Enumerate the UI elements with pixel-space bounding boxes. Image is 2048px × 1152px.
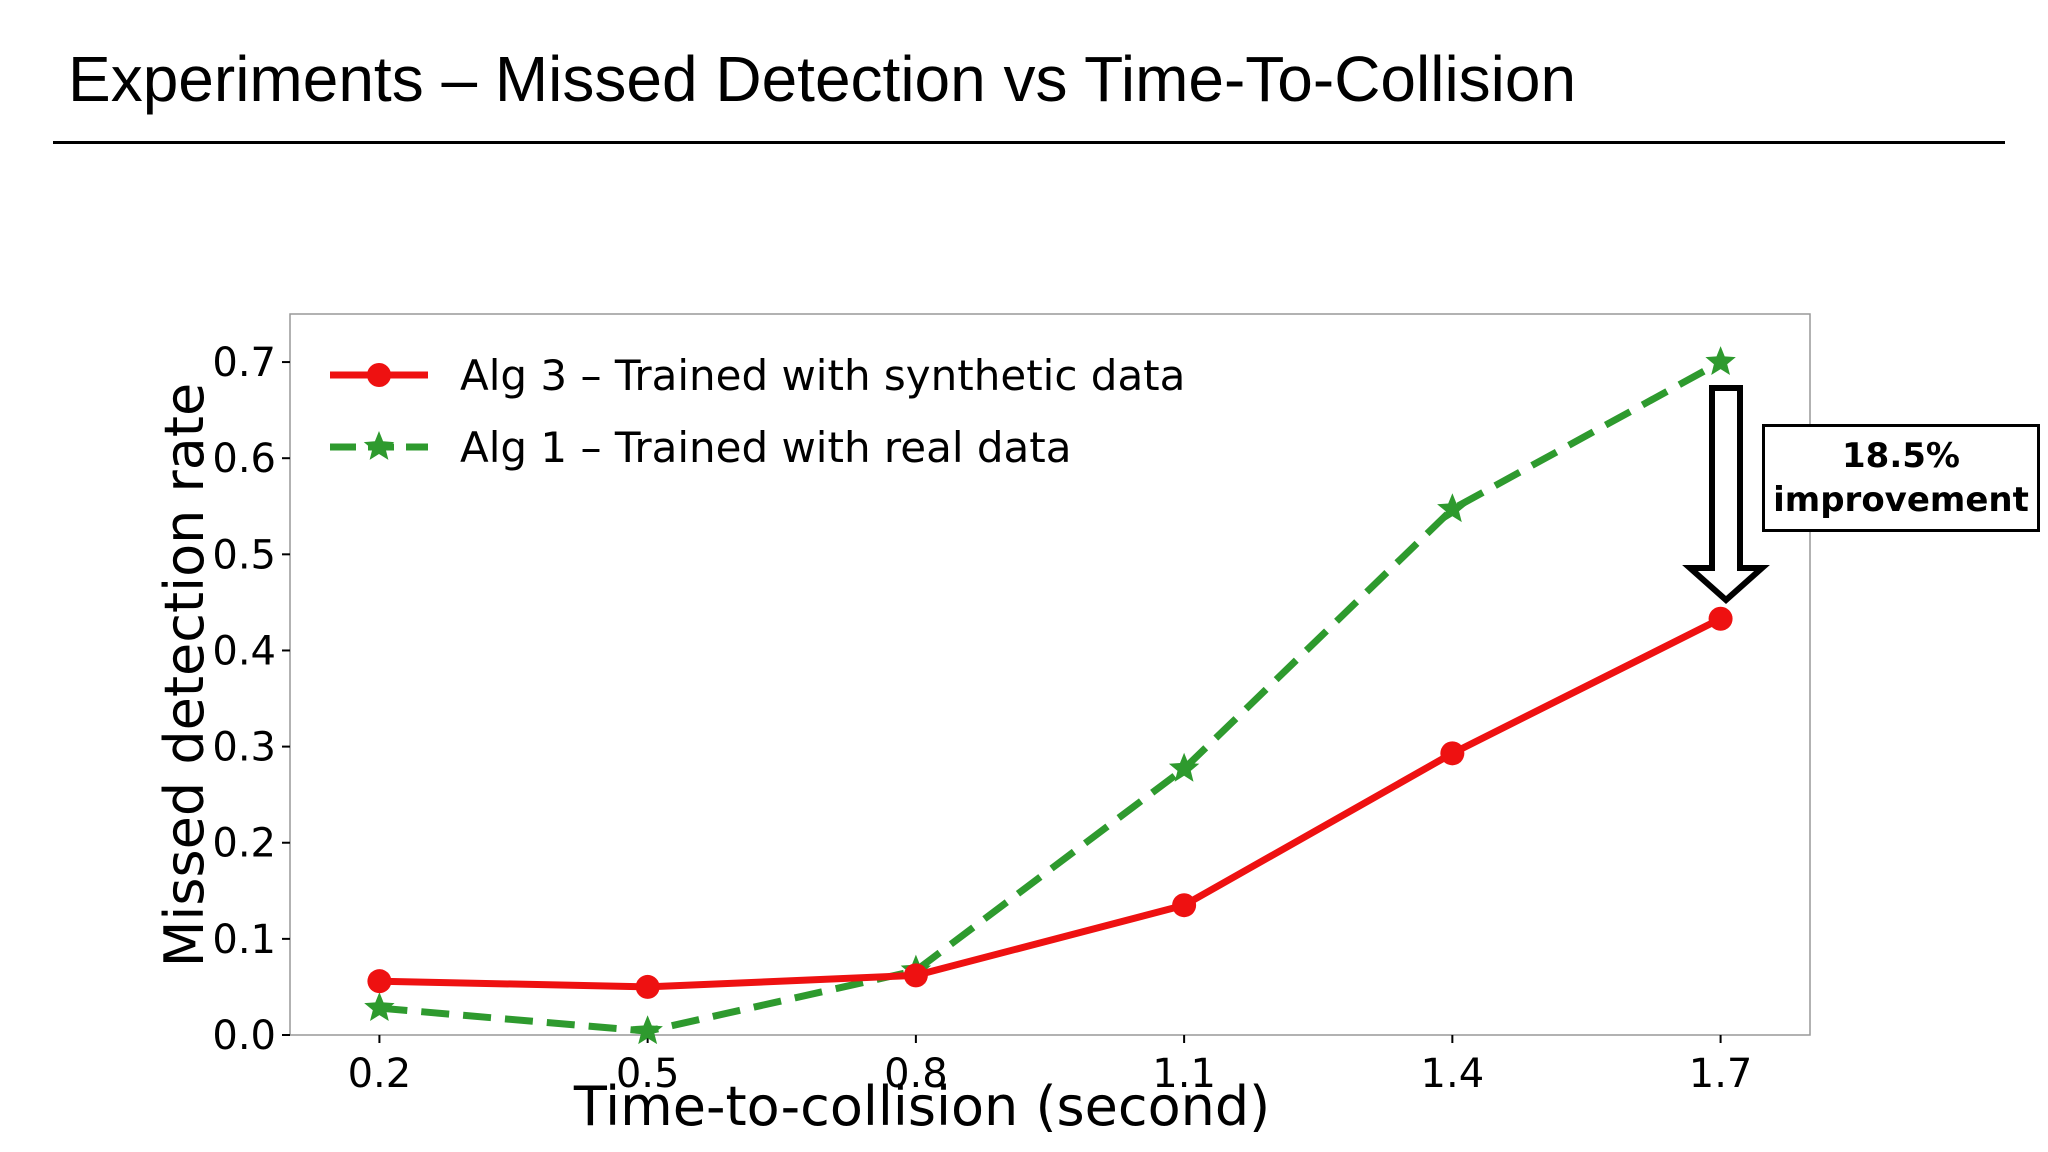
data-point [903, 963, 928, 988]
improvement-callout: 18.5% improvement [1762, 424, 2040, 532]
series-1 [367, 606, 1733, 999]
title-divider [53, 141, 2005, 144]
legend: Alg 3 – Trained with synthetic data Alg 1… [330, 351, 1185, 472]
y-tick-label: 0.3 [212, 725, 276, 771]
data-point [632, 1015, 663, 1045]
data-point [367, 969, 392, 994]
data-point [1705, 346, 1736, 375]
y-tick-label: 0.6 [212, 436, 276, 482]
improvement-arrow [1682, 385, 1770, 605]
legend-marker [367, 363, 391, 387]
x-axis: 0.2 0.5 0.8 1.1 1.4 1.7 [348, 1035, 1753, 1097]
x-axis-label: Time-to-collision (second) [573, 1075, 1270, 1138]
x-tick-label: 0.2 [348, 1051, 412, 1097]
slide-title: Experiments – Missed Detection vs Time-T… [68, 43, 1577, 115]
legend-marker [363, 431, 395, 460]
improvement-percent: 18.5% [1842, 436, 1960, 476]
x-tick-label: 0.5 [616, 1051, 680, 1097]
data-point [1708, 606, 1733, 631]
y-tick-label: 0.4 [212, 628, 276, 674]
legend-label: Alg 3 – Trained with synthetic data [460, 351, 1185, 400]
series-layer [364, 346, 1736, 1045]
legend-entry-1: Alg 3 – Trained with synthetic data [330, 351, 1185, 400]
data-point [1437, 493, 1468, 523]
series-line [379, 615, 1723, 991]
legend-entry-2: Alg 1 – Trained with real data [330, 423, 1071, 472]
y-tick-label: 0.5 [212, 532, 276, 578]
data-point [1168, 752, 1200, 782]
x-tick-label: 0.8 [884, 1051, 948, 1097]
data-point [635, 974, 660, 999]
data-point [364, 992, 395, 1021]
plot-frame [289, 313, 1811, 1036]
data-point [1440, 741, 1465, 766]
y-tick-label: 0.2 [212, 821, 276, 867]
y-tick-label: 0.7 [212, 340, 276, 386]
improvement-label: improvement [1773, 480, 2029, 520]
x-tick-label: 1.7 [1689, 1051, 1753, 1097]
y-tick-label: 0.1 [212, 917, 276, 963]
y-axis: 0.0 0.1 0.2 0.3 0.4 0.5 0.6 0.7 [212, 340, 290, 1059]
legend-label: Alg 1 – Trained with real data [460, 423, 1071, 472]
x-tick-label: 1.1 [1152, 1051, 1216, 1097]
data-point [1172, 893, 1197, 918]
series-line [379, 358, 1723, 1035]
x-tick-label: 1.4 [1421, 1051, 1485, 1097]
y-tick-label: 0.0 [212, 1013, 276, 1059]
y-axis-label: Missed detection rate [153, 383, 216, 967]
